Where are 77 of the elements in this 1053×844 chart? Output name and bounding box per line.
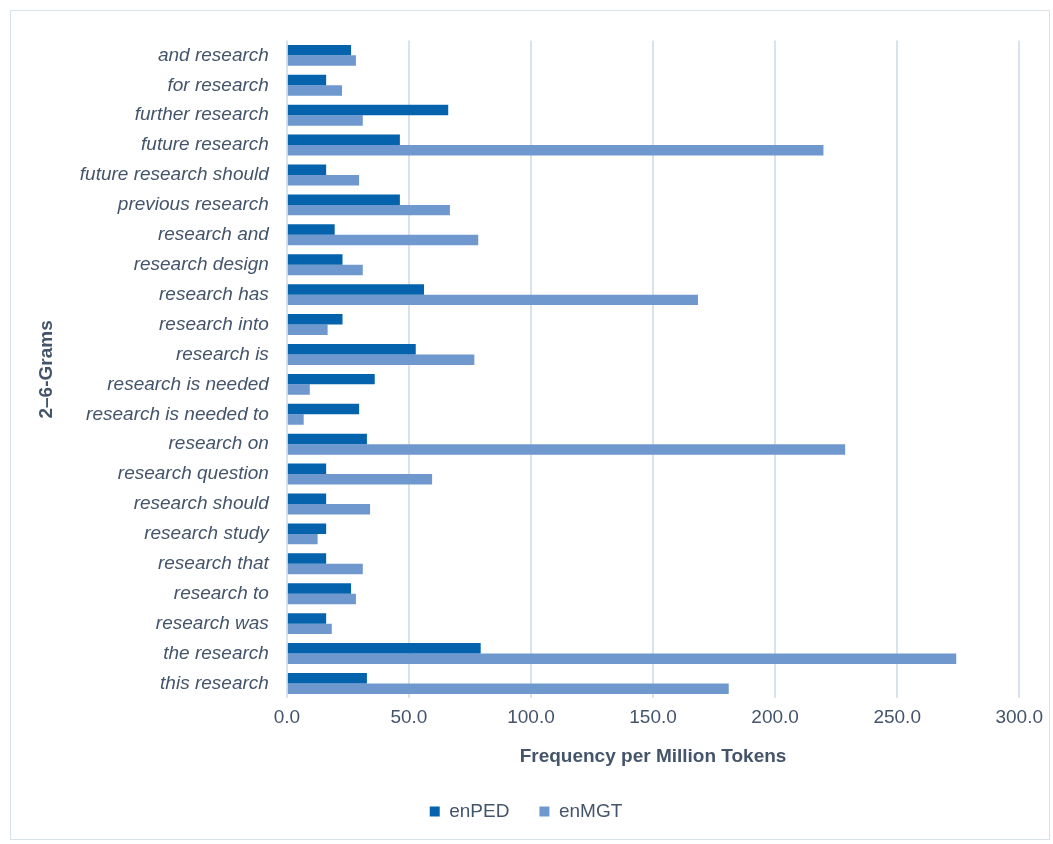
y-tick-label: further research — [134, 103, 269, 125]
bar — [287, 493, 327, 504]
bar — [287, 523, 327, 534]
y-tick-label: and research — [157, 43, 269, 65]
bar — [287, 593, 356, 605]
x-tick-label: 100.0 — [507, 706, 555, 728]
x-tick-label: 150.0 — [629, 706, 677, 728]
bar — [287, 463, 327, 475]
y-tick-label: research has — [159, 282, 270, 304]
y-tick-label: research that — [157, 552, 270, 574]
x-tick-label: 200.0 — [751, 706, 799, 728]
x-tick-label: 250.0 — [873, 706, 921, 728]
bar — [287, 533, 318, 545]
bar — [287, 683, 729, 694]
y-tick-label: research into — [159, 312, 269, 334]
bar — [287, 74, 327, 86]
y-tick-label: research is needed to — [86, 402, 269, 424]
x-tick-label: 0.0 — [273, 706, 301, 728]
y-tick-label: research question — [117, 462, 269, 484]
y-tick-label: this research — [160, 671, 269, 693]
y-tick-label: the research — [163, 641, 269, 663]
x-tick-label: 300.0 — [995, 706, 1043, 728]
y-tick-label: future research should — [79, 163, 271, 185]
bar — [287, 44, 352, 56]
bar — [287, 264, 363, 276]
bar — [287, 354, 475, 365]
y-tick-label: for research — [167, 73, 269, 95]
y-tick-label: future research — [141, 133, 269, 155]
bar — [287, 174, 360, 186]
bar — [287, 324, 328, 336]
bar — [287, 414, 304, 425]
x-axis-title: Frequency per Million Tokens — [519, 744, 787, 766]
bar — [287, 234, 479, 246]
bar — [287, 623, 332, 635]
legend-label: enMGT — [558, 799, 623, 821]
y-tick-label: research is needed — [107, 372, 271, 394]
bar — [287, 373, 375, 385]
bar — [287, 194, 400, 205]
bar — [287, 384, 310, 395]
y-tick-label: research study — [144, 522, 271, 544]
bar — [287, 104, 449, 116]
bar — [287, 204, 450, 216]
bar — [287, 294, 698, 306]
bar — [287, 145, 824, 156]
bar — [287, 343, 416, 355]
y-axis-title: 2–6-Grams — [34, 320, 56, 419]
bar — [287, 314, 343, 325]
bar — [287, 613, 327, 624]
y-tick-label: research to — [173, 582, 269, 603]
x-tick-label: 50.0 — [390, 706, 428, 728]
y-tick-label: previous research — [116, 193, 269, 215]
bar — [287, 164, 327, 175]
bar — [287, 224, 335, 235]
bar — [287, 433, 367, 445]
bar — [287, 55, 356, 66]
y-tick-label: research should — [133, 492, 271, 514]
y-tick-label: research on — [168, 432, 269, 454]
bar — [287, 284, 425, 295]
bar — [287, 115, 363, 126]
bar — [287, 403, 360, 415]
bar — [287, 444, 846, 455]
bar — [287, 563, 363, 575]
bar — [287, 254, 343, 265]
bar — [287, 85, 343, 96]
y-tick-label: research and — [157, 223, 271, 245]
bar — [287, 553, 327, 564]
y-tick-label: research design — [133, 253, 269, 274]
bar — [287, 653, 957, 665]
bar — [287, 672, 367, 684]
y-tick-label: research is — [175, 342, 270, 364]
bar — [287, 474, 433, 485]
bar — [287, 134, 400, 146]
y-tick-label: research was — [155, 611, 270, 633]
bar — [287, 583, 352, 594]
legend-label: enPED — [449, 799, 510, 821]
bar — [287, 503, 371, 515]
bar — [287, 643, 481, 654]
